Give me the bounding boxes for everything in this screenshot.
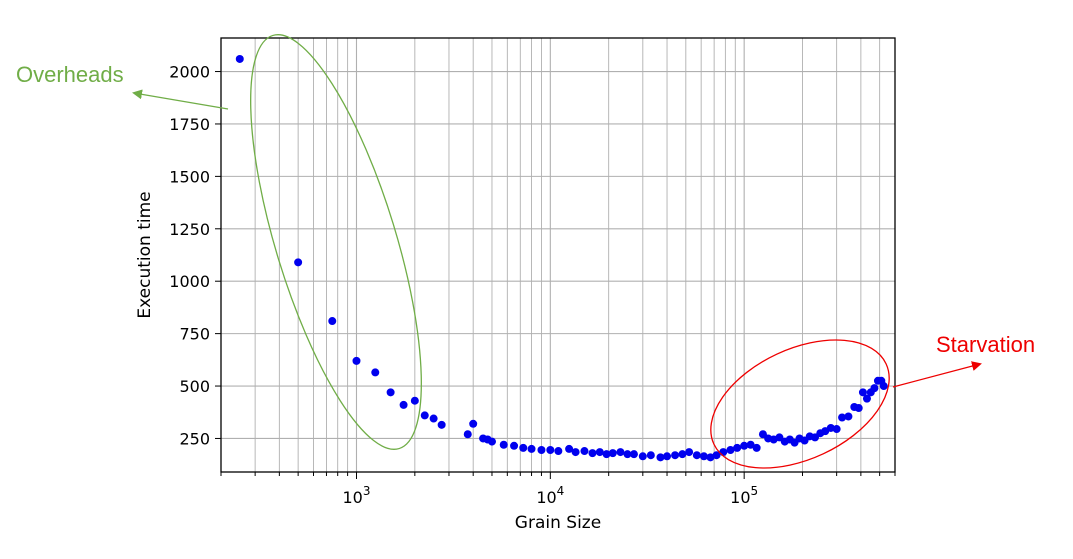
data-point [656,453,665,462]
data-point [616,448,625,457]
data-point [420,411,429,420]
data-point [546,445,555,454]
y-tick-label: 2000 [169,63,210,82]
data-point [410,396,419,405]
data-point [870,384,879,393]
data-point [437,420,446,429]
y-tick-label: 1250 [169,220,210,239]
data-point [608,449,617,458]
data-point [565,444,574,453]
overheads-label: Overheads [16,62,124,87]
data-point [663,452,672,461]
data-point [554,447,563,456]
data-point [712,451,721,460]
starvation-annotation: Starvation [710,332,1035,469]
data-point [740,441,749,450]
plot-frame [220,37,896,473]
data-point [854,404,863,413]
data-point [733,443,742,452]
data-point [719,448,728,457]
data-point [671,451,680,460]
data-point [746,440,755,449]
overheads-annotation: Overheads [16,34,422,450]
data-point [469,419,478,428]
y-axis-label: Execution time [135,191,155,318]
y-tick-labels: 250 500 750 1000 1250 1500 1750 2000 [169,63,210,449]
data-point [328,317,337,326]
data-point [527,444,536,453]
data-point [510,441,519,450]
data-point [629,450,638,459]
overheads-ellipse [250,34,422,450]
data-point [646,451,655,460]
data-point [858,388,867,397]
data-point [832,425,841,434]
data-point [595,448,604,457]
x-tick-label: 103 [342,484,370,507]
data-point [588,449,597,458]
x-tick-label: 105 [730,484,758,507]
y-tick-label: 250 [179,429,210,448]
x-tick-labels: 103 104 105 [342,484,758,507]
data-point [699,452,708,461]
data-point [463,430,472,439]
data-point [386,388,395,397]
data-point [752,443,761,452]
y-tick-label: 1500 [169,167,210,186]
data-point [571,448,580,457]
data-point [623,450,632,459]
starvation-ellipse [710,339,890,469]
x-tick-label: 104 [536,484,564,507]
data-point [838,413,847,422]
x-axis-label: Grain Size [515,513,601,533]
data-point [371,368,380,377]
y-tick-label: 750 [179,325,210,344]
data-point [399,400,408,409]
data-point [862,394,871,403]
data-point [638,452,647,461]
data-point [519,443,528,452]
data-point [726,445,735,454]
data-point [235,54,244,63]
data-point [844,412,853,421]
starvation-label: Starvation [936,332,1035,357]
data-point [602,450,611,459]
data-point [678,450,687,459]
grid-lines [220,38,896,472]
data-point [580,447,589,456]
data-point [692,451,701,460]
axis-ticks [215,71,896,479]
overheads-arrow [132,89,229,110]
data-point [685,448,694,457]
starvation-arrow [892,361,982,388]
data-point [429,414,438,423]
data-point [775,433,784,442]
data-point [537,445,546,454]
data-point [294,258,303,267]
data-point [706,453,715,462]
y-tick-label: 1000 [169,272,210,291]
data-points [235,54,888,462]
data-point [352,356,361,365]
y-tick-label: 1750 [169,115,210,134]
y-tick-label: 500 [179,377,210,396]
data-point [499,440,508,449]
data-point [487,437,496,446]
data-point [879,382,888,391]
